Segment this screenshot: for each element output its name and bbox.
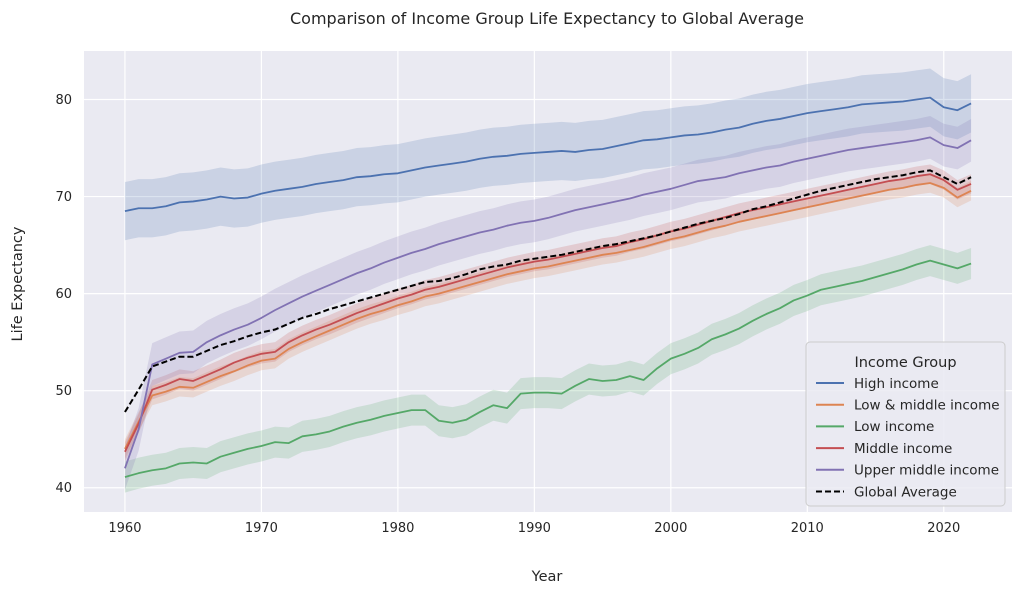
legend-label-low-and-middle-income: Low & middle income: [854, 398, 1000, 414]
x-tick-label-1960: 1960: [108, 521, 141, 536]
x-axis-label: Year: [531, 569, 563, 585]
low-income-line: [124, 259, 972, 478]
global-average-line: [124, 169, 972, 413]
legend-box: [805, 341, 1006, 507]
upper-middle-income-line: [124, 136, 972, 469]
y-tick-label-50: 50: [55, 384, 72, 399]
y-axis-ticks: 40 50 60 70 80: [55, 93, 72, 496]
y-tick-label-70: 70: [55, 190, 72, 205]
x-tick-label-2020: 2020: [927, 521, 960, 536]
x-tick-label-2000: 2000: [654, 521, 687, 536]
high-income-band: [124, 68, 972, 241]
y-tick-label-60: 60: [55, 287, 72, 302]
legend: Income Group High income Low & middle inc…: [805, 341, 1006, 507]
legend-label-high-income: High income: [854, 376, 939, 392]
legend-label-upper-middle-income: Upper middle income: [854, 463, 999, 479]
x-tick-label-2010: 2010: [791, 521, 824, 536]
y-tick-label-80: 80: [55, 93, 72, 108]
legend-label-low-income: Low income: [854, 419, 934, 435]
middle-income-line: [124, 173, 972, 453]
high-income-line: [124, 96, 972, 213]
confidence-bands: [124, 68, 972, 493]
x-tick-label-1970: 1970: [245, 521, 278, 536]
legend-label-global-average: Global Average: [854, 484, 957, 500]
x-axis-ticks: 1960 1970 1980 1990 2000 2010 2020: [108, 521, 960, 536]
low-and-middle-income-line: [124, 182, 972, 450]
y-tick-label-40: 40: [55, 481, 72, 496]
y-axis-label: Life Expectancy: [10, 226, 26, 341]
x-tick-label-1980: 1980: [381, 521, 414, 536]
legend-items: High income Low & middle income Low income…: [816, 376, 1000, 500]
upper-middle-income-band: [124, 116, 972, 490]
x-tick-label-1990: 1990: [518, 521, 551, 536]
low-income-band: [124, 245, 972, 493]
series-lines: [124, 96, 972, 478]
legend-label-middle-income: Middle income: [854, 441, 952, 457]
legend-title: Income Group: [854, 355, 956, 371]
chart-title: Comparison of Income Group Life Expectan…: [290, 9, 804, 28]
